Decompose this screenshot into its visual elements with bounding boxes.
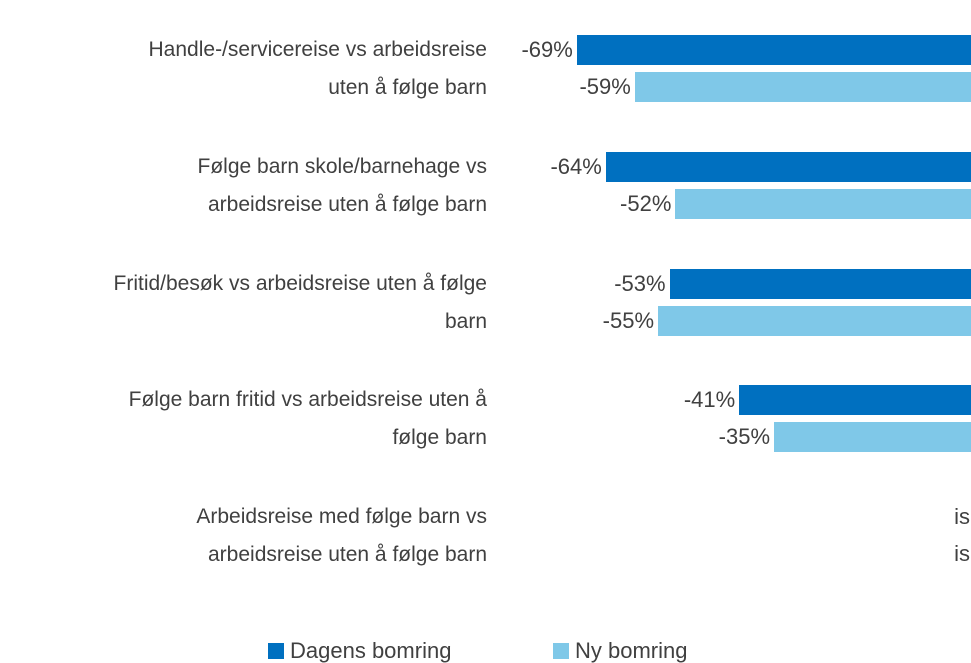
category-label: Følge barn fritid vs arbeidsreise uten å… [128,388,487,450]
bar [605,151,971,182]
bar [576,35,971,65]
bar [658,305,971,336]
bar [774,422,971,453]
legend-swatch [553,643,569,659]
value-label: -41% [683,387,736,413]
legend-label: Ny bomring [575,638,688,663]
category-label: Følge barn skole/barnehage vs arbeidsrei… [197,154,488,216]
value-label: -64% [550,153,602,179]
value-label: -53% [614,270,666,296]
value-label: is [954,541,970,567]
bar [675,188,971,219]
category-label: Fritid/besøk vs arbeidsreise uten å følg… [113,271,488,333]
value-label: -69% [521,37,573,62]
value-label: -52% [620,190,672,216]
value-label: -55% [602,307,654,333]
legend-swatch [268,643,284,659]
value-label: -35% [718,424,770,450]
value-label: is [954,504,970,530]
bar [669,268,971,299]
bar [634,72,971,102]
category-label: Handle-/servicereise vs arbeidsreise ute… [148,38,487,99]
value-label: -59% [579,74,631,99]
category-label: Arbeidsreise med følge barn vs arbeidsre… [196,505,487,567]
legend-label: Dagens bomring [290,638,452,663]
bar [739,385,971,416]
